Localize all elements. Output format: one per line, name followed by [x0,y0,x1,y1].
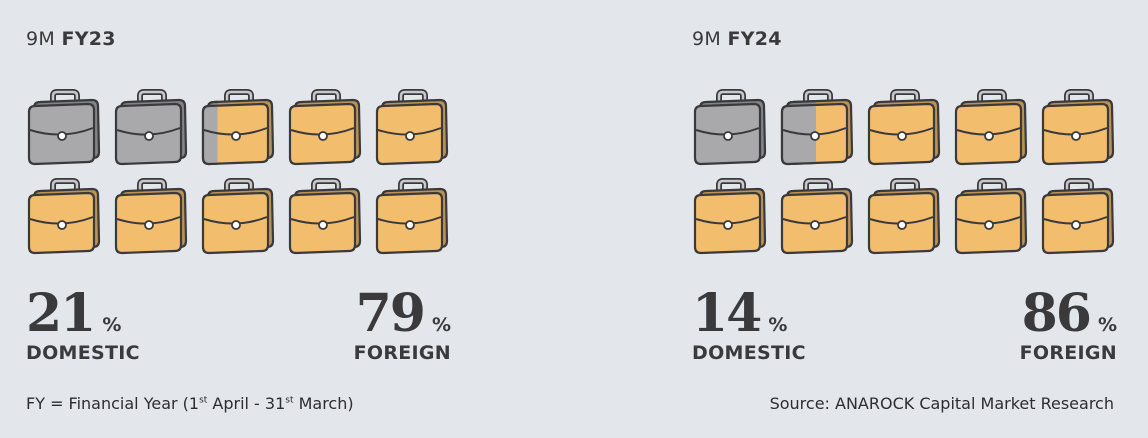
briefcase-icon [27,178,101,255]
briefcase-icon [288,178,362,255]
domestic-value: 14 [692,283,762,344]
percent-sign: % [431,314,451,336]
domestic-value: 21 [26,283,96,344]
footnote: FY = Financial Year (1st April - 31st Ma… [26,394,354,413]
footnote-superscript: st [199,395,208,406]
foreign-value: 79 [355,283,426,344]
foreign-stat: 86 % FOREIGN [1019,283,1117,365]
briefcase-icon [375,178,449,255]
domestic-stat: 21 % DOMESTIC [26,283,140,365]
briefcase-icon [201,89,275,166]
briefcase-icon [114,178,188,255]
briefcase-icon [114,89,188,166]
briefcase-icon [693,89,767,166]
briefcase-icon [1041,89,1115,166]
percent-sign: % [1097,314,1117,336]
period-prefix: 9M [26,28,56,50]
footnote-text: April - 31 [207,394,286,413]
percent-sign: % [102,314,122,336]
briefcase-icon [780,178,854,255]
percent-sign: % [768,314,788,336]
briefcase-icon [375,89,449,166]
foreign-value: 86 [1021,283,1092,344]
period-year: FY24 [727,28,782,50]
foreign-label: FOREIGN [353,342,451,364]
domestic-label: DOMESTIC [26,342,140,364]
chart-title: 9M FY24 [692,28,782,50]
briefcase-icon [780,89,854,166]
period-year: FY23 [61,28,116,50]
period-prefix: 9M [692,28,722,50]
source-note: Source: ANAROCK Capital Market Research [769,394,1114,413]
briefcase-icon [201,178,275,255]
chart-panel-fy24: 9M FY24 14 % DOMESTIC 86 % FOREIGN [692,0,1122,380]
briefcase-icon [288,89,362,166]
footnote-superscript: st [285,395,294,406]
briefcase-icon [954,89,1028,166]
footnote-text: FY = Financial Year (1 [26,394,200,413]
briefcase-icon [867,178,941,255]
briefcase-icon [693,178,767,255]
briefcase-icon [954,178,1028,255]
briefcase-grid [692,86,1117,256]
briefcase-icon [1041,178,1115,255]
briefcase-grid [26,86,451,256]
briefcase-icon [27,89,101,166]
footnote-text: March) [293,394,354,413]
chart-panel-fy23: 9M FY23 21 % DOMESTIC 79 % FOREIGN [26,0,456,380]
briefcase-icon [867,89,941,166]
foreign-label: FOREIGN [1019,342,1117,364]
foreign-stat: 79 % FOREIGN [353,283,451,365]
chart-title: 9M FY23 [26,28,116,50]
domestic-label: DOMESTIC [692,342,806,364]
domestic-stat: 14 % DOMESTIC [692,283,806,365]
